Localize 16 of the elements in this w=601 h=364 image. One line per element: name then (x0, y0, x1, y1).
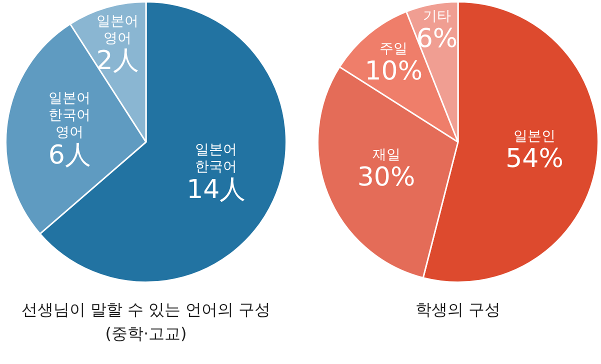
data-label: 6人 (48, 140, 91, 170)
data-label: 2人 (96, 46, 139, 76)
slice-label: 일본어 영어 (96, 13, 139, 46)
slice-label: 재일 (372, 147, 400, 164)
data-label: 10% (364, 56, 423, 86)
slice-label: 기타 (422, 8, 451, 24)
slice-label: 주일 (380, 40, 408, 57)
slice-label: 일본어 한국어 영어 (48, 90, 91, 141)
data-label: 54% (506, 144, 564, 174)
data-label: 14人 (186, 174, 246, 205)
text: 학생의 구성 (414, 299, 502, 321)
data-label: 6% (416, 24, 458, 54)
slice-label: 일본인 (514, 128, 556, 144)
data-label: 30% (357, 162, 416, 193)
text: 선생님이 말할 수 있는 언어의 구성 (중학·고교) (20, 299, 272, 345)
slice-label: 일본어 한국어 (195, 142, 238, 176)
